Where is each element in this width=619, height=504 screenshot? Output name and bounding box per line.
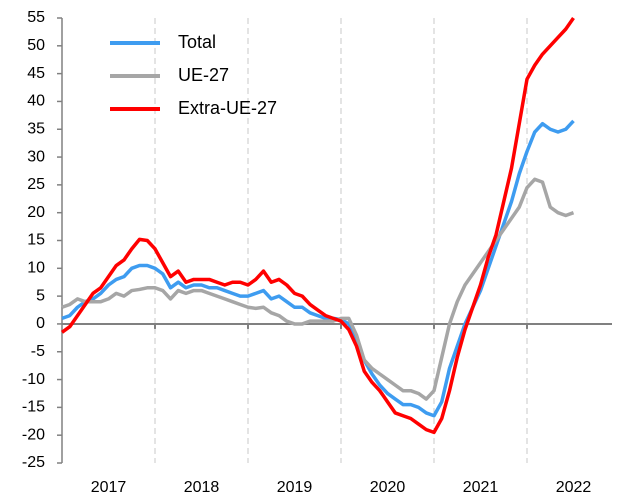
y-tick-label: 40 bbox=[27, 93, 45, 110]
y-tick-label: 15 bbox=[27, 232, 45, 249]
y-tick-label: 25 bbox=[27, 176, 45, 193]
y-tick-label: 10 bbox=[27, 260, 45, 277]
series-line bbox=[61, 119, 575, 418]
series-line bbox=[60, 16, 575, 435]
x-tick-label: 2021 bbox=[463, 479, 499, 496]
y-tick-label: -10 bbox=[22, 371, 45, 388]
series-line bbox=[61, 177, 575, 401]
legend-label: Extra-UE-27 bbox=[178, 98, 277, 118]
y-tick-label: -5 bbox=[31, 343, 45, 360]
x-tick-label: 2017 bbox=[91, 479, 127, 496]
y-tick-label: 20 bbox=[27, 204, 45, 221]
y-tick-label: 35 bbox=[27, 120, 45, 137]
y-tick-label: 0 bbox=[36, 315, 45, 332]
x-tick-label: 2018 bbox=[184, 479, 220, 496]
x-tick-label: 2020 bbox=[370, 479, 406, 496]
y-tick-label: 30 bbox=[27, 148, 45, 165]
y-tick-label: -20 bbox=[22, 426, 45, 443]
y-tick-label: 5 bbox=[36, 287, 45, 304]
legend-label: UE-27 bbox=[178, 65, 229, 85]
y-tick-label: 50 bbox=[27, 37, 45, 54]
x-tick-label: 2019 bbox=[277, 479, 313, 496]
y-tick-label: -15 bbox=[22, 399, 45, 416]
y-tick-label: -25 bbox=[22, 454, 45, 471]
y-tick-label: 45 bbox=[27, 65, 45, 82]
x-tick-label: 2022 bbox=[556, 479, 592, 496]
legend-label: Total bbox=[178, 32, 216, 52]
y-tick-label: 55 bbox=[27, 9, 45, 26]
